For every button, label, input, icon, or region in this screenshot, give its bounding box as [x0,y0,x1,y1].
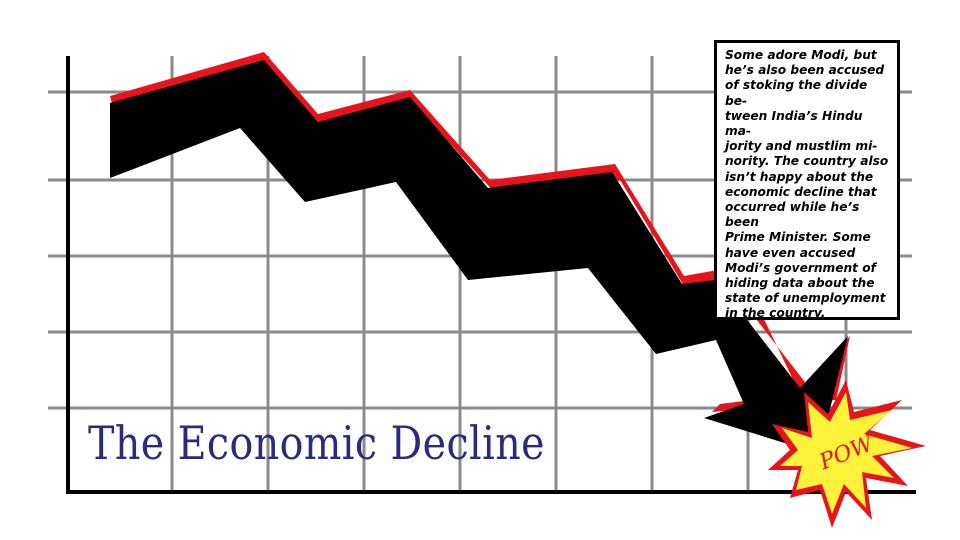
decline-arrow [110,60,848,454]
pow-burst: POW [768,380,926,528]
info-callout: Some adore Modi, but he’s also been accu… [714,40,900,320]
callout-text: Some adore Modi, but he’s also been accu… [725,48,889,321]
burst-inner [780,392,912,514]
axes [66,56,916,494]
page-title: The Economic Decline [88,416,545,470]
